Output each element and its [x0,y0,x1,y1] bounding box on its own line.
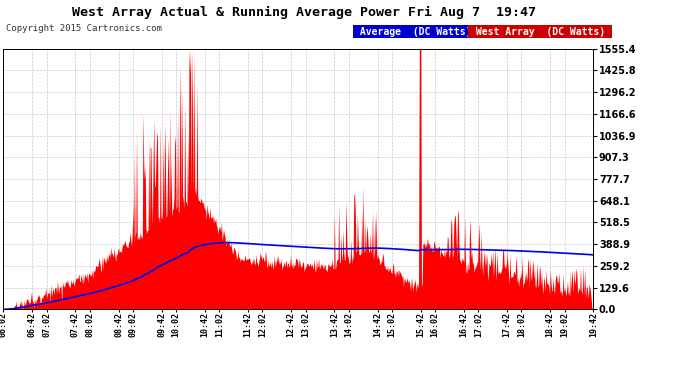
Text: Average  (DC Watts): Average (DC Watts) [355,27,478,37]
Text: West Array Actual & Running Average Power Fri Aug 7  19:47: West Array Actual & Running Average Powe… [72,6,535,19]
Text: West Array  (DC Watts): West Array (DC Watts) [469,27,611,37]
Text: Copyright 2015 Cartronics.com: Copyright 2015 Cartronics.com [6,24,161,33]
